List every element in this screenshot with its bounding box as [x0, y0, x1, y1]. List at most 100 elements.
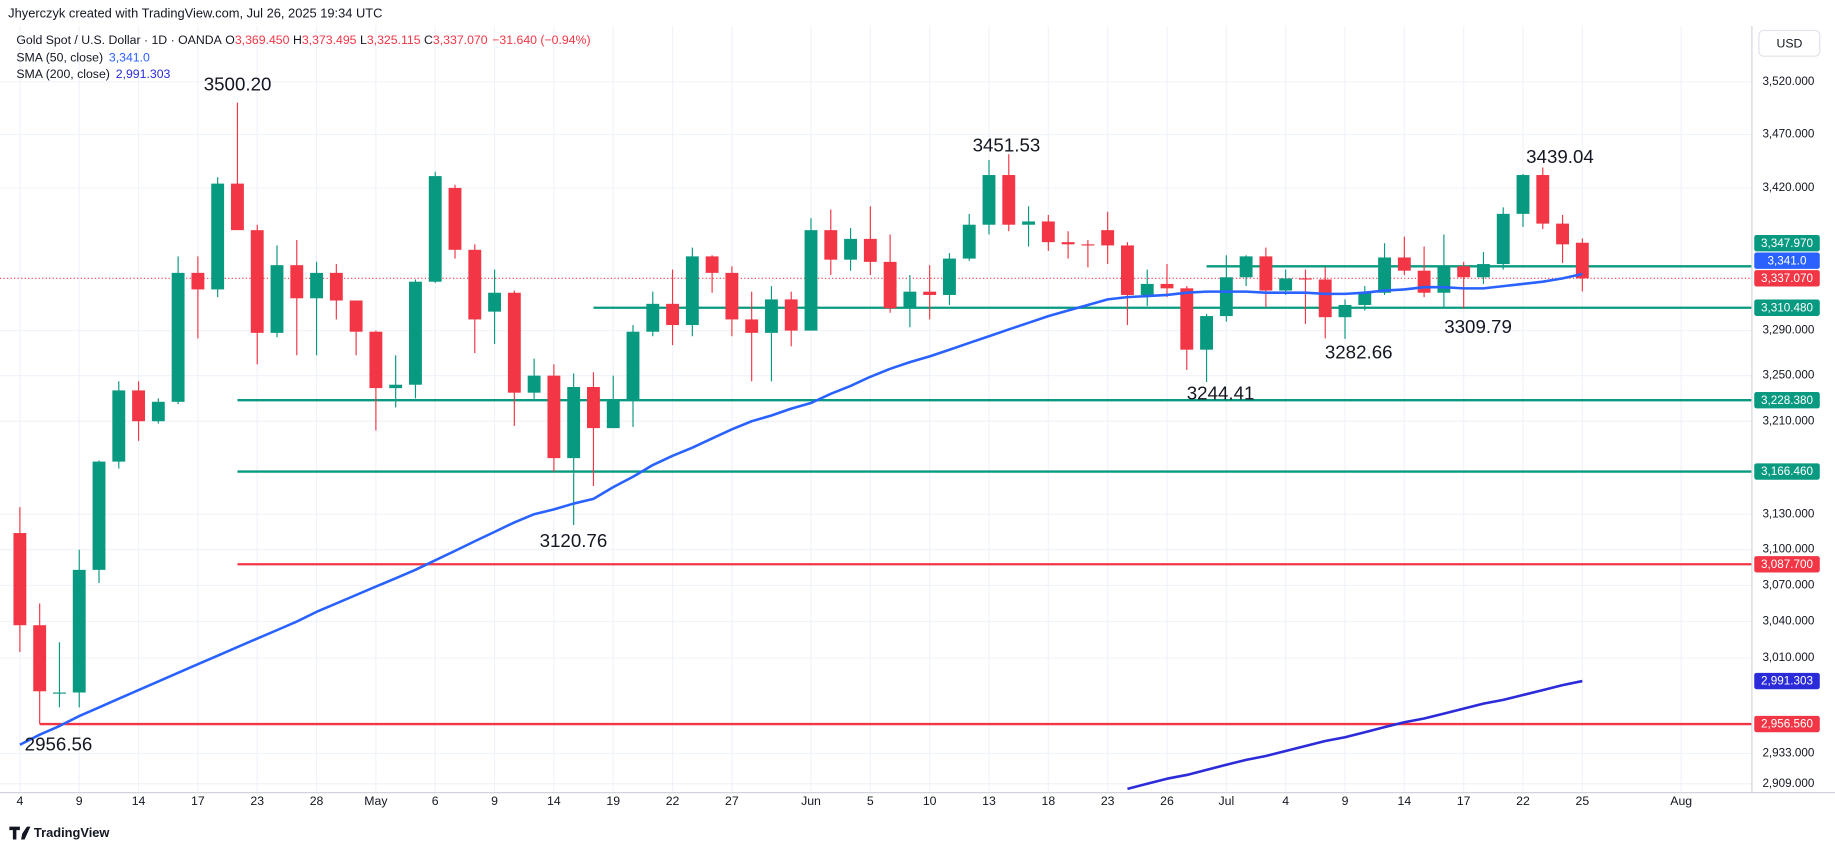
price-box-label: 3,337.070 — [1761, 272, 1813, 285]
x-tick-label: 23 — [1101, 794, 1115, 808]
candle-body — [1140, 283, 1154, 295]
candle-body — [1180, 288, 1194, 350]
currency[interactable]: USD — [1776, 37, 1802, 51]
x-tick-label: 9 — [76, 794, 83, 808]
candle-body — [587, 386, 600, 429]
annotation: 3120.76 — [540, 530, 608, 551]
price-box-label: 3,347.970 — [1761, 237, 1813, 250]
candle-body — [606, 399, 620, 429]
candle-body — [369, 331, 383, 389]
x-tick-label: 4 — [16, 794, 23, 808]
x-tick-label: 17 — [191, 794, 205, 808]
candle-body — [1299, 278, 1312, 280]
indicator-value: 2,991.303 — [116, 67, 171, 81]
candle-body — [527, 375, 541, 393]
candle-body — [1437, 266, 1451, 293]
candle-body — [1022, 221, 1035, 225]
ohlc-value: 3,369.450 — [235, 33, 290, 47]
candle-body — [507, 292, 521, 393]
candle-body — [943, 258, 956, 295]
y-tick-label: 3,420.000 — [1762, 181, 1814, 194]
annotation: 3500.20 — [204, 73, 272, 94]
candle-body — [1477, 264, 1490, 278]
y-tick-label: 2,909.000 — [1762, 777, 1814, 790]
candle-body — [1219, 277, 1233, 317]
x-tick-label: 18 — [1042, 794, 1056, 808]
x-tick-label: Aug — [1670, 794, 1692, 808]
candle-body — [765, 299, 778, 333]
x-tick-label: Jul — [1218, 794, 1234, 808]
candle-body — [1259, 256, 1273, 291]
indicator-name: SMA (50, close) — [16, 51, 103, 65]
y-tick-label: 3,010.000 — [1762, 651, 1814, 664]
price-box-label: 2,956.560 — [1761, 718, 1813, 731]
ohlc-key: L — [360, 33, 367, 47]
candle-body — [982, 175, 996, 225]
x-tick-label: 14 — [1398, 794, 1412, 808]
candle-body — [1556, 223, 1569, 245]
candle-body — [250, 230, 264, 333]
annotation: 2956.56 — [25, 734, 93, 755]
candle-body — [1160, 283, 1174, 289]
candle-body — [1338, 304, 1352, 318]
x-tick-label: 17 — [1457, 794, 1471, 808]
candle-body — [1200, 316, 1213, 350]
y-tick-label: 3,290.000 — [1762, 324, 1814, 337]
candle-body — [428, 176, 442, 282]
y-tick-label: 3,040.000 — [1762, 615, 1814, 628]
candle-body — [863, 238, 877, 262]
x-tick-label: 22 — [1516, 794, 1530, 808]
footer: TradingView — [34, 825, 110, 840]
x-tick-label: 22 — [666, 794, 680, 808]
x-tick-label: 14 — [547, 794, 561, 808]
candle-body — [666, 303, 679, 326]
candle-body — [784, 299, 798, 331]
price-box — [1754, 252, 1820, 269]
ohlc-value: 3,373.495 — [302, 33, 357, 47]
candle-body — [745, 319, 759, 333]
candle-body — [53, 692, 66, 694]
x-tick-label: Jun — [801, 794, 821, 808]
y-tick-label: 3,210.000 — [1762, 414, 1814, 427]
price-box — [1754, 270, 1820, 287]
candle-body — [962, 224, 976, 259]
candle-body — [844, 238, 857, 260]
candle-body — [547, 375, 561, 459]
grid — [0, 25, 1752, 793]
candle-body — [389, 384, 403, 389]
candle-body — [488, 292, 501, 312]
candle-body — [191, 272, 205, 290]
candle-body — [132, 390, 145, 422]
annotation: 3282.66 — [1325, 342, 1393, 363]
y-tick-label: 2,933.000 — [1762, 747, 1814, 760]
annotation: 3244.41 — [1187, 382, 1255, 403]
annotation: 3439.04 — [1526, 146, 1594, 167]
currency-button[interactable] — [1758, 29, 1821, 57]
candle-body — [646, 303, 660, 332]
annotation: 3309.79 — [1444, 316, 1512, 337]
candle-body — [685, 256, 699, 326]
y-tick-label: 3,070.000 — [1762, 579, 1814, 592]
x-tick-label: 13 — [982, 794, 996, 808]
price-box-label: 3,087.700 — [1761, 558, 1813, 571]
annotation: 3451.53 — [973, 134, 1041, 155]
legend-ohlc: Gold Spot / U.S. Dollar · 1D · OANDA O3,3… — [16, 33, 590, 47]
ohlc-key: O — [225, 33, 235, 47]
candle-body — [1002, 175, 1016, 225]
sma-line — [1127, 679, 1583, 791]
credit: Jhyerczyk created with TradingView.com, … — [8, 5, 382, 20]
x-tick-label: 9 — [491, 794, 498, 808]
candle-body — [409, 281, 422, 385]
candle-body — [310, 272, 323, 299]
legend-sma200: SMA (200, close) 2,991.303 — [16, 67, 170, 81]
y-tick-label: 3,520.000 — [1762, 75, 1814, 88]
price-box — [1754, 715, 1820, 733]
candle-body — [13, 533, 27, 626]
x-tick-label: 28 — [310, 794, 324, 808]
candle-body — [231, 183, 244, 231]
price-box — [1754, 234, 1820, 252]
x-tick-label: 10 — [923, 794, 937, 808]
x-tick-label: 27 — [725, 794, 739, 808]
candle-body — [1061, 242, 1075, 245]
